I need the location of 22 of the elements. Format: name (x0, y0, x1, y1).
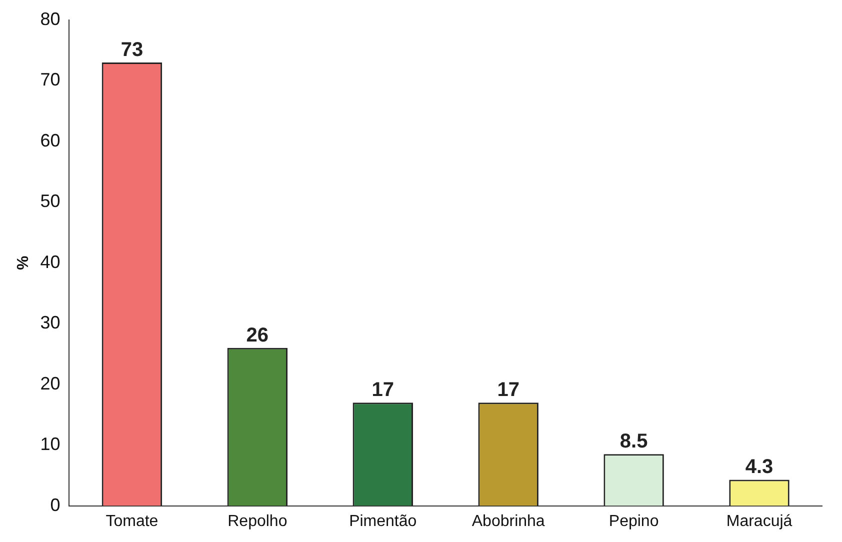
data-label: 73 (120, 39, 144, 62)
y-tick-label: 30 (40, 312, 60, 333)
y-tick-label: 80 (40, 8, 60, 29)
y-tick-label: 10 (40, 434, 60, 454)
x-tick-label: Abobrinha (472, 512, 545, 530)
x-tick-label: Pepino (608, 512, 659, 530)
y-tick-label: 0 (50, 494, 60, 515)
y-tick-label: 40 (40, 252, 60, 272)
x-tick-label: Pimentão (349, 512, 417, 530)
x-tick-label: Tomate (106, 512, 158, 530)
x-tick-label: Repolho (228, 512, 288, 530)
y-axis-title: % (15, 256, 32, 270)
data-label: 26 (246, 324, 269, 346)
data-label: 8.5 (620, 430, 648, 453)
y-tick-label: 70 (40, 70, 60, 90)
x-tick-label: Maracujá (726, 512, 792, 530)
data-label: 17 (497, 379, 520, 402)
data-label: 4.3 (745, 456, 774, 478)
y-tick-label: 60 (40, 130, 60, 150)
y-tick-label: 20 (40, 373, 60, 394)
data-label: 17 (372, 379, 394, 402)
y-tick-label: 50 (40, 191, 60, 212)
